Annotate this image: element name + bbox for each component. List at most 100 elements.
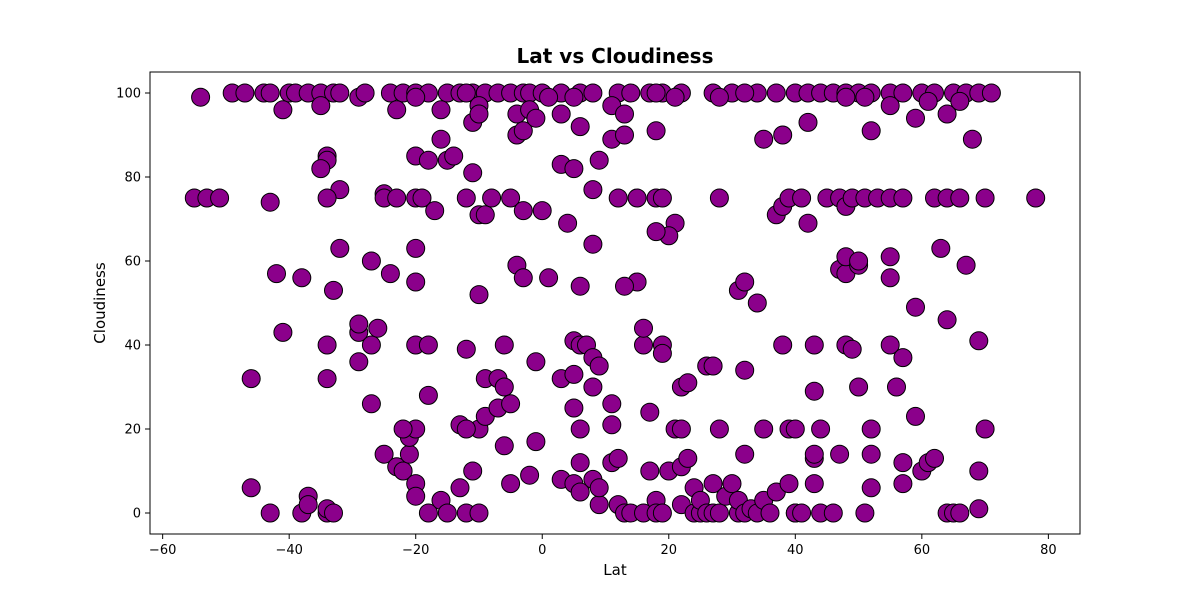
data-point (950, 91, 970, 111)
data-point (589, 150, 609, 170)
y-axis-ticks: 0 20 40 60 80 100 (116, 87, 150, 522)
data-point (482, 188, 502, 208)
data-point (494, 436, 514, 456)
data-point (602, 415, 622, 435)
data-point (349, 352, 369, 372)
data-point (513, 121, 533, 141)
data-point (380, 264, 400, 284)
data-point (652, 503, 672, 523)
data-point (450, 478, 470, 498)
y-tick-label: 60 (124, 255, 141, 270)
data-point (615, 104, 634, 124)
data-point (583, 180, 603, 200)
data-point (583, 83, 603, 103)
data-point (678, 448, 698, 468)
data-point (969, 499, 989, 519)
data-point (235, 83, 255, 103)
data-point (393, 461, 413, 481)
data-point (456, 188, 476, 208)
x-tick-label: 60 (914, 543, 931, 558)
data-point (887, 377, 906, 397)
data-point (792, 503, 812, 523)
data-point (722, 474, 742, 494)
data-point (703, 356, 723, 376)
data-point (893, 474, 913, 494)
data-point (456, 339, 476, 359)
x-tick-label: −20 (402, 543, 429, 558)
data-point (747, 293, 767, 313)
data-point (583, 234, 603, 254)
data-point (804, 474, 824, 494)
data-point (804, 444, 824, 464)
data-point (893, 453, 913, 473)
data-point (773, 335, 793, 355)
data-point (703, 474, 723, 494)
data-point (570, 482, 590, 502)
data-point (652, 343, 672, 363)
data-point (406, 238, 426, 258)
data-point (330, 83, 350, 103)
data-point (861, 121, 881, 141)
data-point (760, 503, 780, 523)
data-point (406, 486, 426, 506)
data-point (937, 104, 957, 124)
data-point (399, 444, 419, 464)
data-point (792, 188, 812, 208)
data-point (709, 419, 729, 439)
x-tick-label: 40 (787, 543, 804, 558)
x-tick-label: 80 (1040, 543, 1057, 558)
data-point (640, 402, 660, 422)
data-point (564, 159, 584, 179)
y-tick-label: 20 (124, 423, 141, 438)
data-point (811, 419, 831, 439)
data-point (501, 394, 521, 414)
data-point (324, 503, 343, 523)
data-point (804, 335, 824, 355)
data-point (773, 125, 793, 145)
data-point (855, 503, 875, 523)
data-point (564, 364, 584, 384)
data-point (361, 251, 381, 271)
y-tick-label: 40 (124, 339, 141, 354)
data-point (570, 276, 590, 296)
data-point (906, 108, 925, 128)
data-point (361, 335, 381, 355)
data-point (709, 87, 729, 107)
x-axis-ticks: −60 −40 −20 0 20 40 60 80 (149, 534, 1057, 558)
data-point (956, 255, 976, 275)
data-point (615, 276, 634, 296)
data-point (431, 129, 451, 149)
data-point (317, 369, 337, 389)
data-point (469, 503, 489, 523)
data-point (893, 348, 913, 368)
data-point (823, 503, 843, 523)
data-point (241, 369, 261, 389)
data-point (652, 188, 672, 208)
data-point (634, 318, 653, 338)
data-point (583, 377, 603, 397)
data-point (431, 100, 451, 120)
data-point (608, 448, 628, 468)
data-point (849, 251, 869, 271)
data-point (962, 129, 982, 149)
data-point (861, 444, 881, 464)
data-point (260, 192, 280, 212)
data-point (361, 394, 381, 414)
data-point (330, 238, 350, 258)
data-point (646, 83, 666, 103)
data-point (804, 381, 824, 401)
data-point (1026, 188, 1046, 208)
data-point (570, 117, 590, 137)
data-point (368, 318, 388, 338)
data-point (418, 385, 438, 405)
data-point (494, 377, 514, 397)
data-point (880, 247, 900, 267)
data-point (830, 444, 850, 464)
data-points (184, 83, 1046, 523)
data-point (931, 238, 951, 258)
data-point (842, 339, 862, 359)
y-tick-label: 80 (124, 171, 141, 186)
data-point (798, 112, 818, 132)
data-point (393, 419, 413, 439)
